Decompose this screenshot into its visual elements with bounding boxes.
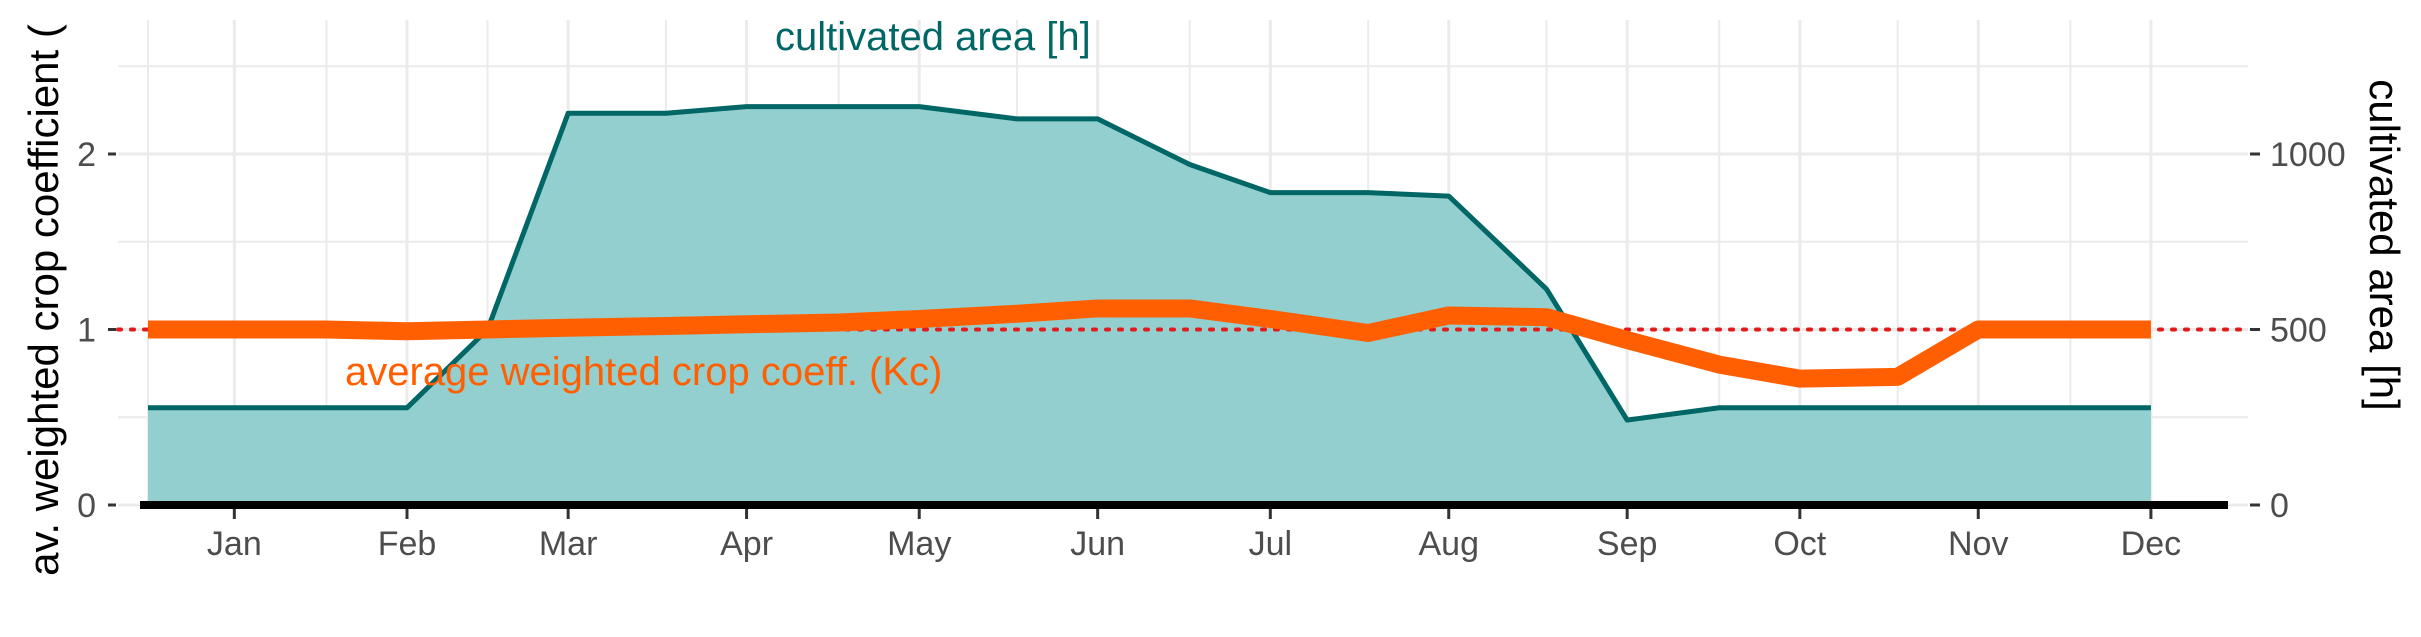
x-tick-label: Dec (2121, 525, 2181, 563)
x-tick-label: Jun (1070, 525, 1125, 563)
kc-line (148, 299, 2151, 388)
y-left-tick-label: 2 (77, 136, 96, 174)
x-tick-label: Aug (1418, 525, 1479, 563)
area-annotation: cultivated area [h] (775, 15, 1091, 59)
y-right-tick-label: 0 (2270, 487, 2289, 525)
kc-annotation: average weighted crop coeff. (Kc) (345, 350, 942, 394)
y-right-axis-title: cultivated area [h] (2361, 79, 2408, 411)
x-tick-label: May (887, 525, 951, 563)
y-left-tick-label: 1 (77, 312, 96, 350)
y-left-tick-label: 0 (77, 487, 96, 525)
x-tick-label: Apr (720, 525, 773, 563)
x-tick-label: Nov (1948, 525, 2008, 563)
cultivated-area-line (148, 104, 2151, 423)
y-right-tick-label: 1000 (2270, 136, 2346, 174)
x-tick-label: Jan (207, 525, 262, 563)
axes: 0 1 2 0 500 1000 Jan Feb Mar Apr May Jun Jul Aug Sep Oc… (77, 136, 2346, 563)
kc-series (148, 299, 2151, 388)
y-left-axis-title: av. weighted crop coefficient ( (20, 24, 67, 576)
x-tick-label: Sep (1597, 525, 1658, 563)
x-tick-label: Jul (1249, 525, 1292, 563)
x-tick-label: Mar (539, 525, 598, 563)
y-right-tick-label: 500 (2270, 312, 2327, 350)
x-tick-label: Feb (378, 525, 437, 563)
x-tick-label: Oct (1773, 525, 1826, 563)
